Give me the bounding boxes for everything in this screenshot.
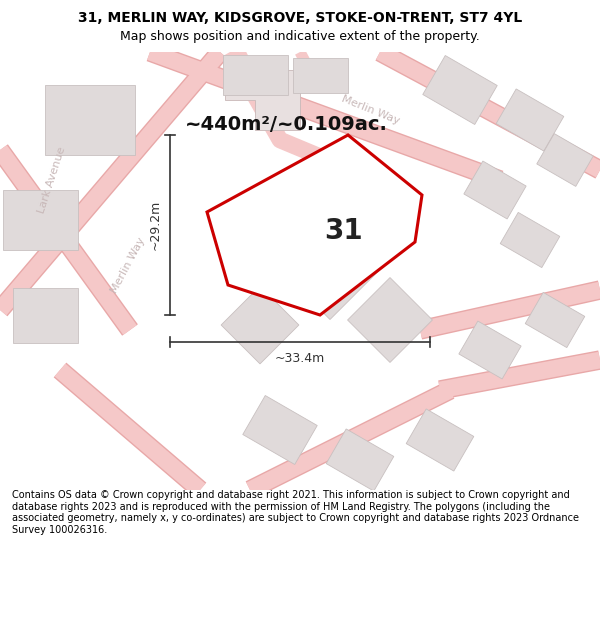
Polygon shape	[406, 409, 474, 471]
Polygon shape	[45, 85, 135, 155]
Polygon shape	[464, 161, 526, 219]
Polygon shape	[537, 134, 593, 186]
Text: Map shows position and indicative extent of the property.: Map shows position and indicative extent…	[120, 29, 480, 42]
Polygon shape	[326, 429, 394, 491]
Polygon shape	[2, 190, 77, 250]
Polygon shape	[496, 89, 564, 151]
Text: Lark Avenue: Lark Avenue	[37, 146, 67, 214]
Text: ~440m²/~0.109ac.: ~440m²/~0.109ac.	[185, 116, 388, 134]
Polygon shape	[293, 58, 347, 92]
Polygon shape	[225, 70, 300, 130]
Polygon shape	[423, 56, 497, 124]
Text: Merlin Way: Merlin Way	[340, 94, 400, 126]
Polygon shape	[459, 321, 521, 379]
Text: ~29.2m: ~29.2m	[149, 200, 162, 250]
Polygon shape	[281, 221, 379, 319]
Polygon shape	[525, 292, 585, 348]
Text: 31, MERLIN WAY, KIDSGROVE, STOKE-ON-TRENT, ST7 4YL: 31, MERLIN WAY, KIDSGROVE, STOKE-ON-TREN…	[78, 11, 522, 26]
Text: Contains OS data © Crown copyright and database right 2021. This information is : Contains OS data © Crown copyright and d…	[12, 490, 579, 535]
Polygon shape	[13, 288, 77, 342]
Polygon shape	[207, 135, 422, 315]
Polygon shape	[500, 213, 560, 268]
Text: ~33.4m: ~33.4m	[275, 352, 325, 365]
Polygon shape	[221, 286, 299, 364]
Text: Merlin Way: Merlin Way	[109, 236, 147, 294]
Text: 31: 31	[324, 217, 362, 244]
Polygon shape	[243, 396, 317, 464]
Polygon shape	[347, 278, 433, 362]
Polygon shape	[223, 55, 287, 95]
